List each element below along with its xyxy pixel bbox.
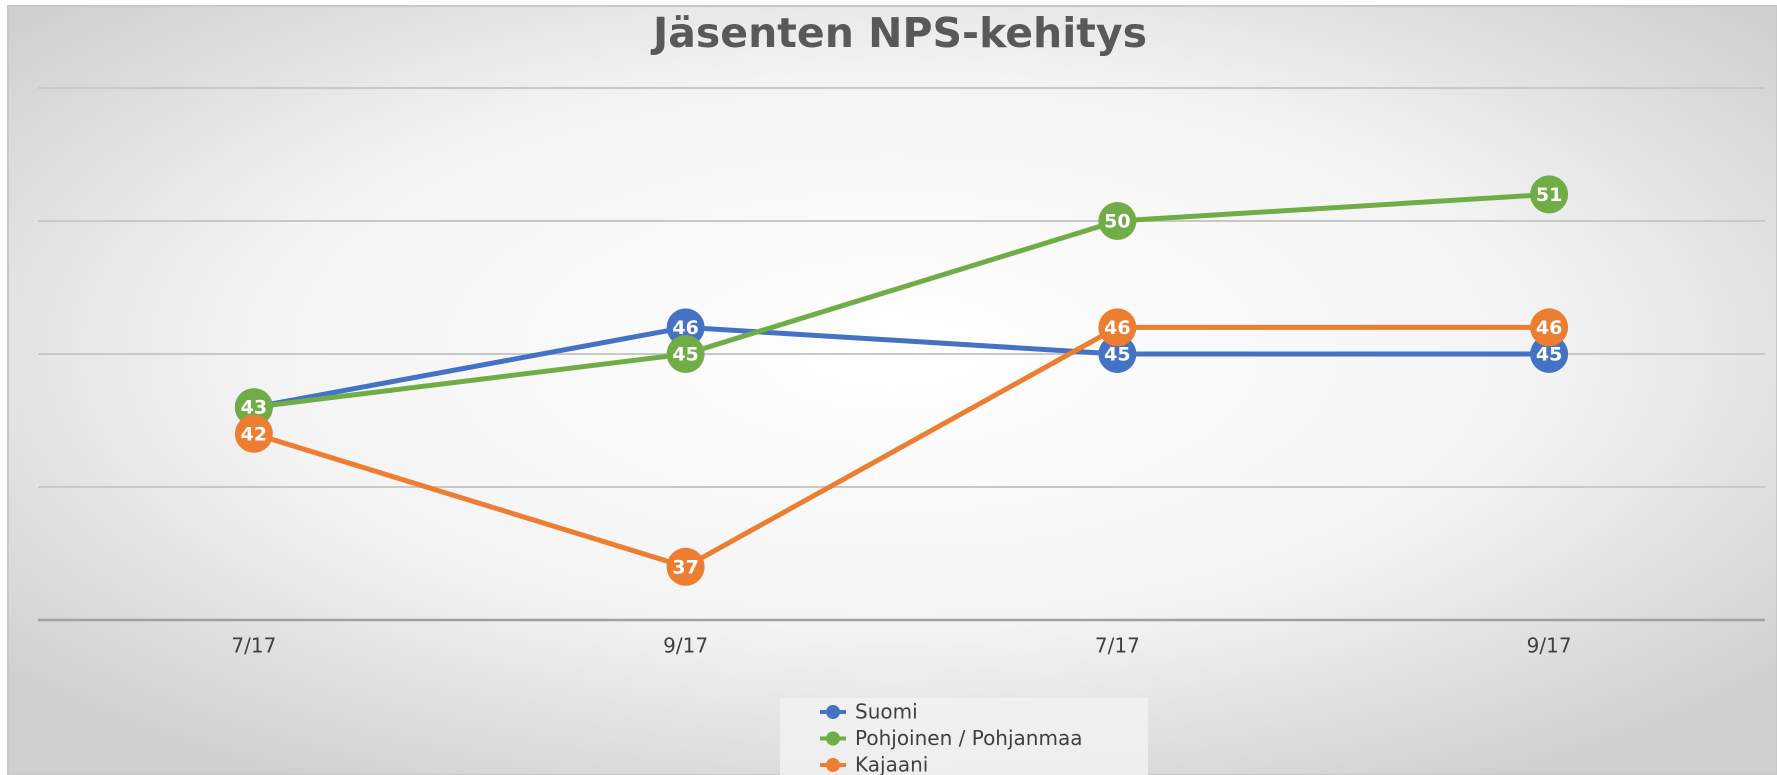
data-label: 45 [672,344,698,366]
data-point [1098,335,1137,373]
legend-label: Suomi [855,700,918,724]
chart-title: Jäsenten NPS-kehitys [650,9,1147,57]
legend-marker [826,758,840,772]
data-point [666,335,705,373]
data-label: 46 [1536,317,1562,339]
data-point [1098,308,1137,347]
data-label: 43 [241,397,267,419]
data-point [1098,202,1137,240]
data-point [234,414,273,453]
data-point [1530,308,1569,347]
series-line [253,191,1550,410]
x-tick-label: 9/17 [663,634,708,658]
data-label: 45 [1104,344,1130,366]
legend-label: Pohjoinen / Pohjanmaa [855,726,1082,750]
data-point [666,547,705,586]
series-line [253,324,1550,410]
data-label: 45 [1536,344,1562,366]
series-line [253,324,1550,570]
x-tick-label: 9/17 [1527,634,1572,658]
data-label: 37 [672,556,698,578]
data-label: 50 [1104,211,1130,233]
legend-label: Kajaani [855,753,928,775]
data-point [234,388,273,427]
data-label: 46 [672,317,698,339]
data-point [1530,175,1569,214]
legend-marker [826,731,840,746]
data-point [1530,335,1569,373]
chart-background [7,5,1777,775]
data-label: 42 [241,423,267,445]
data-label: 51 [1536,184,1562,206]
data-label: 46 [1104,317,1130,339]
legend-marker [826,705,840,719]
x-tick-label: 7/17 [231,634,276,658]
x-tick-label: 7/17 [1095,634,1140,658]
data-point [666,308,705,347]
